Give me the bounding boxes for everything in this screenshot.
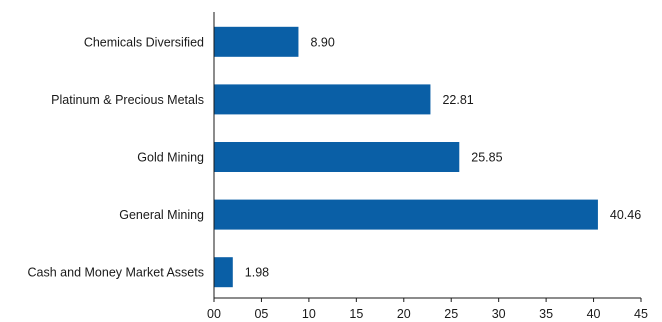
x-tick-label: 45 [634,307,648,321]
bars-layer [214,26,598,288]
category-label: General Mining [119,208,204,222]
bar [214,84,431,115]
category-label: Cash and Money Market Assets [28,266,204,280]
bar [214,142,460,172]
category-label: Chemicals Diversified [84,35,204,49]
x-tick-label: 10 [302,307,316,321]
x-tick-label: 15 [349,307,363,321]
value-label: 40.46 [610,208,641,222]
x-tick-label: 25 [444,307,458,321]
value-label: 1.98 [245,266,269,280]
category-label: Platinum & Precious Metals [51,93,204,107]
x-tick-label: 40 [587,307,601,321]
bar [214,257,233,288]
x-tick-label: 05 [254,307,268,321]
x-tick-label: 30 [492,307,506,321]
axes-layer: 00 05 10 15 20 25 30 35 40 45 [207,12,648,321]
category-label: Gold Mining [137,151,204,165]
value-label: 8.90 [310,35,334,49]
value-label: 25.85 [471,151,502,165]
x-tick-label: 35 [539,307,553,321]
x-tick-label: 00 [207,307,221,321]
labels-layer: Chemicals Diversified 8.90 Platinum & Prec… [28,35,642,279]
value-label: 22.81 [442,93,473,107]
x-tick-label: 20 [397,307,411,321]
bar [214,26,299,57]
bar [214,199,598,230]
